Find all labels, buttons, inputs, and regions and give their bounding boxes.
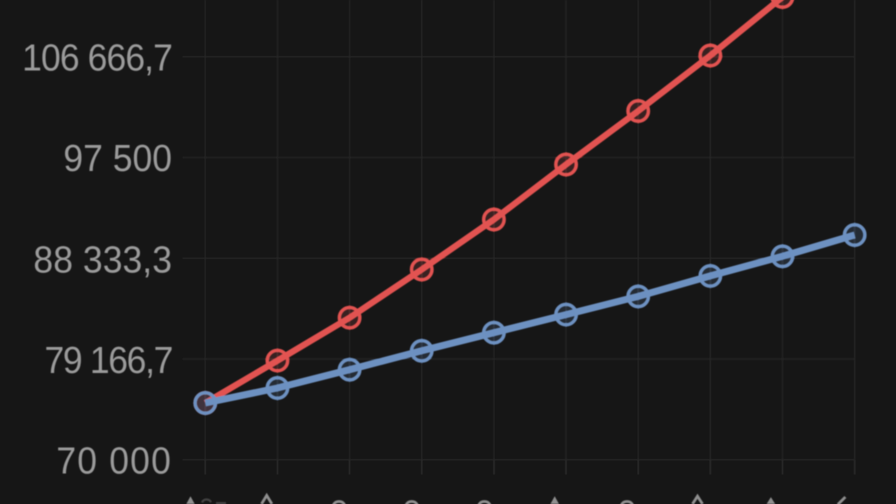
svg-text:70 000: 70 000 xyxy=(56,439,172,482)
svg-text:88 333,3: 88 333,3 xyxy=(33,238,172,281)
svg-text:79 166,7: 79 166,7 xyxy=(45,339,172,382)
svg-text:106 666,7: 106 666,7 xyxy=(22,36,172,79)
svg-text:97 500: 97 500 xyxy=(63,137,172,180)
